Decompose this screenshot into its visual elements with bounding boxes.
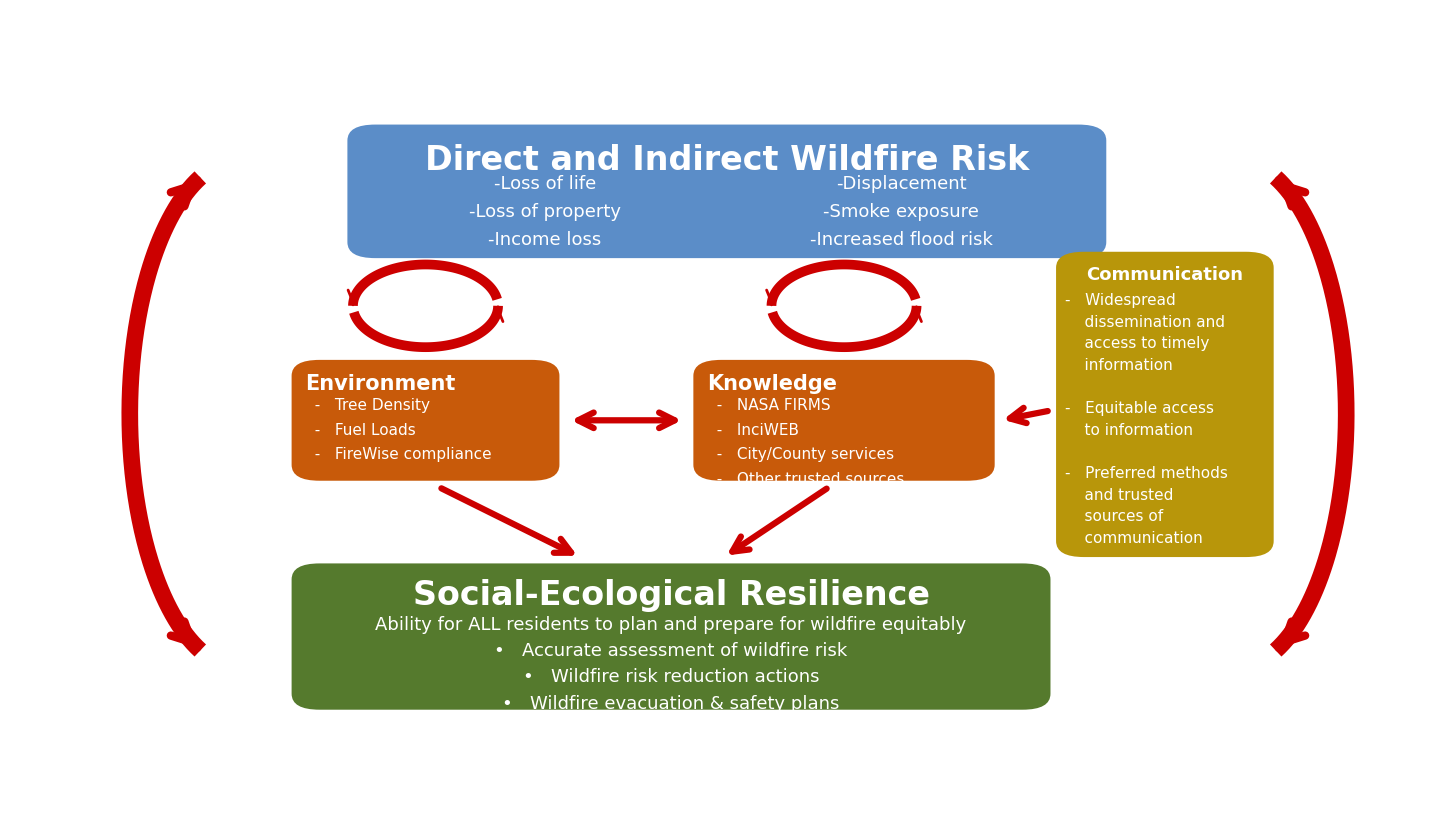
Text: -Displacement
-Smoke exposure
-Increased flood risk: -Displacement -Smoke exposure -Increased… [809, 175, 992, 249]
FancyBboxPatch shape [291, 360, 559, 481]
Text: Environment: Environment [305, 374, 455, 394]
Text: Social-Ecological Resilience: Social-Ecological Resilience [412, 579, 930, 612]
FancyBboxPatch shape [347, 125, 1106, 258]
Text: -   Tree Density
  -   Fuel Loads
  -   FireWise compliance: - Tree Density - Fuel Loads - FireWise c… [305, 398, 491, 463]
Text: Communication: Communication [1086, 266, 1243, 284]
Text: -   NASA FIRMS
  -   InciWEB
  -   City/County services
  -   Other trusted sour: - NASA FIRMS - InciWEB - City/County ser… [707, 398, 904, 487]
Text: Direct and Indirect Wildfire Risk: Direct and Indirect Wildfire Risk [425, 144, 1030, 177]
FancyBboxPatch shape [1056, 252, 1274, 557]
FancyBboxPatch shape [291, 563, 1051, 710]
Text: Knowledge: Knowledge [707, 374, 837, 394]
Text: -Loss of life
-Loss of property
-Income loss: -Loss of life -Loss of property -Income … [468, 175, 621, 249]
FancyBboxPatch shape [694, 360, 995, 481]
Text: Ability for ALL residents to plan and prepare for wildfire equitably
•   Accurat: Ability for ALL residents to plan and pr… [376, 615, 966, 713]
Text: -   Widespread
    dissemination and
    access to timely
    information

-   E: - Widespread dissemination and access to… [1066, 293, 1228, 546]
